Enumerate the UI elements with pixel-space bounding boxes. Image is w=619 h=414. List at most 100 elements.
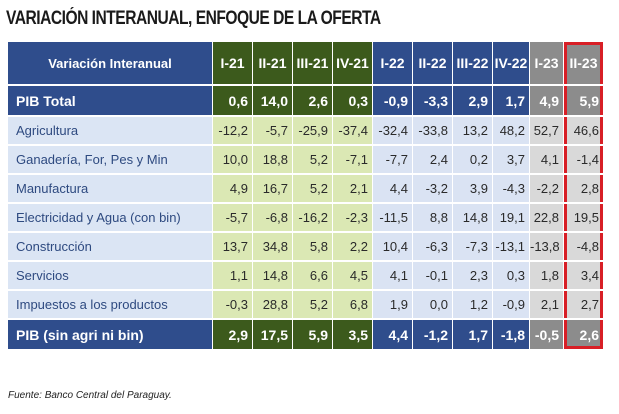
cell: -0,3 <box>213 291 253 320</box>
cell: 3,7 <box>493 146 530 175</box>
source-note: Fuente: Banco Central del Paraguay. <box>8 390 172 401</box>
cell: -2,3 <box>333 204 373 233</box>
cell: 0,3 <box>493 262 530 291</box>
cell: I-21 <box>213 42 253 86</box>
cell: 5,9 <box>564 86 604 117</box>
cell: 5,9 <box>293 320 333 351</box>
cell: 19,1 <box>493 204 530 233</box>
cell: 0,3 <box>333 86 373 117</box>
cell: 14,0 <box>253 86 293 117</box>
cell: -7,3 <box>453 233 493 262</box>
cell: 48,2 <box>493 117 530 146</box>
cell: -4,8 <box>564 233 604 262</box>
cell: 14,8 <box>253 262 293 291</box>
cell: 1,7 <box>493 86 530 117</box>
cell: 4,9 <box>530 86 564 117</box>
cell: 2,8 <box>564 175 604 204</box>
row-label: Agricultura <box>8 117 213 146</box>
data-table: Variación Interanual I-21 II-21 III-21 IV-21… <box>8 42 604 351</box>
table-row: Manufactura 4,9 16,7 5,2 2,1 4,4 -3,2 3,9 -4,3 -2… <box>8 175 604 204</box>
cell: II-22 <box>413 42 453 86</box>
cell: 5,2 <box>293 291 333 320</box>
row-label: PIB (sin agri ni bin) <box>8 320 213 351</box>
cell: 2,1 <box>530 291 564 320</box>
cell: -13,1 <box>493 233 530 262</box>
cell: 4,1 <box>373 262 413 291</box>
cell: 3,9 <box>453 175 493 204</box>
cell: -7,1 <box>333 146 373 175</box>
total-row: PIB (sin agri ni bin) 2,9 17,5 5,9 3,5 4,4 -1,… <box>8 320 604 351</box>
cell: 2,2 <box>333 233 373 262</box>
cell: -1,8 <box>493 320 530 351</box>
cell: -3,3 <box>413 86 453 117</box>
cell: -1,4 <box>564 146 604 175</box>
cell: 0,6 <box>213 86 253 117</box>
cell: 1,8 <box>530 262 564 291</box>
total-row: PIB Total 0,6 14,0 2,6 0,3 -0,9 -3,3 2,9 1,7 4,9 5… <box>8 86 604 117</box>
cell: 16,7 <box>253 175 293 204</box>
cell: 1,1 <box>213 262 253 291</box>
cell: -5,7 <box>253 117 293 146</box>
cell: 5,2 <box>293 146 333 175</box>
table-row: Impuestos a los productos -0,3 28,8 5,2 6,8 1… <box>8 291 604 320</box>
row-label: PIB Total <box>8 86 213 117</box>
cell: 0,0 <box>413 291 453 320</box>
cell: I-22 <box>373 42 413 86</box>
cell: 10,4 <box>373 233 413 262</box>
cell: 28,8 <box>253 291 293 320</box>
cell: 5,2 <box>293 175 333 204</box>
cell: -0,9 <box>373 86 413 117</box>
cell: 10,0 <box>213 146 253 175</box>
cell: 18,8 <box>253 146 293 175</box>
cell: -5,7 <box>213 204 253 233</box>
cell: -25,9 <box>293 117 333 146</box>
cell: -3,2 <box>413 175 453 204</box>
cell: 5,8 <box>293 233 333 262</box>
cell: 4,4 <box>373 320 413 351</box>
cell: 2,9 <box>213 320 253 351</box>
header-row: Variación Interanual I-21 II-21 III-21 IV-21… <box>8 42 604 86</box>
cell: 6,6 <box>293 262 333 291</box>
cell: 1,7 <box>453 320 493 351</box>
cell: II-23 <box>564 42 604 86</box>
cell: III-21 <box>293 42 333 86</box>
row-label: Electricidad y Agua (con bin) <box>8 204 213 233</box>
table-row: Ganadería, For, Pes y Min 10,0 18,8 5,2 -7,1… <box>8 146 604 175</box>
row-label: Ganadería, For, Pes y Min <box>8 146 213 175</box>
cell: 13,2 <box>453 117 493 146</box>
cell: -0,9 <box>493 291 530 320</box>
cell: -12,2 <box>213 117 253 146</box>
row-label: Manufactura <box>8 175 213 204</box>
cell: IV-22 <box>493 42 530 86</box>
table-row: Servicios 1,1 14,8 6,6 4,5 4,1 -0,1 2,3 0,3 1,8 3,… <box>8 262 604 291</box>
cell: -33,8 <box>413 117 453 146</box>
cell: IV-21 <box>333 42 373 86</box>
cell: -7,7 <box>373 146 413 175</box>
cell: -11,5 <box>373 204 413 233</box>
cell: 17,5 <box>253 320 293 351</box>
cell: 4,1 <box>530 146 564 175</box>
cell: 2,1 <box>333 175 373 204</box>
cell: 2,7 <box>564 291 604 320</box>
cell: 34,8 <box>253 233 293 262</box>
cell: I-23 <box>530 42 564 86</box>
table-row: Electricidad y Agua (con bin) -5,7 -6,8 -16… <box>8 204 604 233</box>
cell: II-21 <box>253 42 293 86</box>
cell: -0,1 <box>413 262 453 291</box>
row-label: Impuestos a los productos <box>8 291 213 320</box>
cell: 2,6 <box>293 86 333 117</box>
cell: 0,2 <box>453 146 493 175</box>
cell: -13,8 <box>530 233 564 262</box>
cell: -0,5 <box>530 320 564 351</box>
cell: 3,4 <box>564 262 604 291</box>
title: VARIACIÓN INTERANUAL, ENFOQUE DE LA OFER… <box>6 8 381 29</box>
cell: 4,5 <box>333 262 373 291</box>
cell: 4,9 <box>213 175 253 204</box>
cell: 14,8 <box>453 204 493 233</box>
cell: 2,6 <box>564 320 604 351</box>
cell: 52,7 <box>530 117 564 146</box>
cell: -16,2 <box>293 204 333 233</box>
cell: -4,3 <box>493 175 530 204</box>
table-row: Agricultura -12,2 -5,7 -25,9 -37,4 -32,4 -33,8… <box>8 117 604 146</box>
